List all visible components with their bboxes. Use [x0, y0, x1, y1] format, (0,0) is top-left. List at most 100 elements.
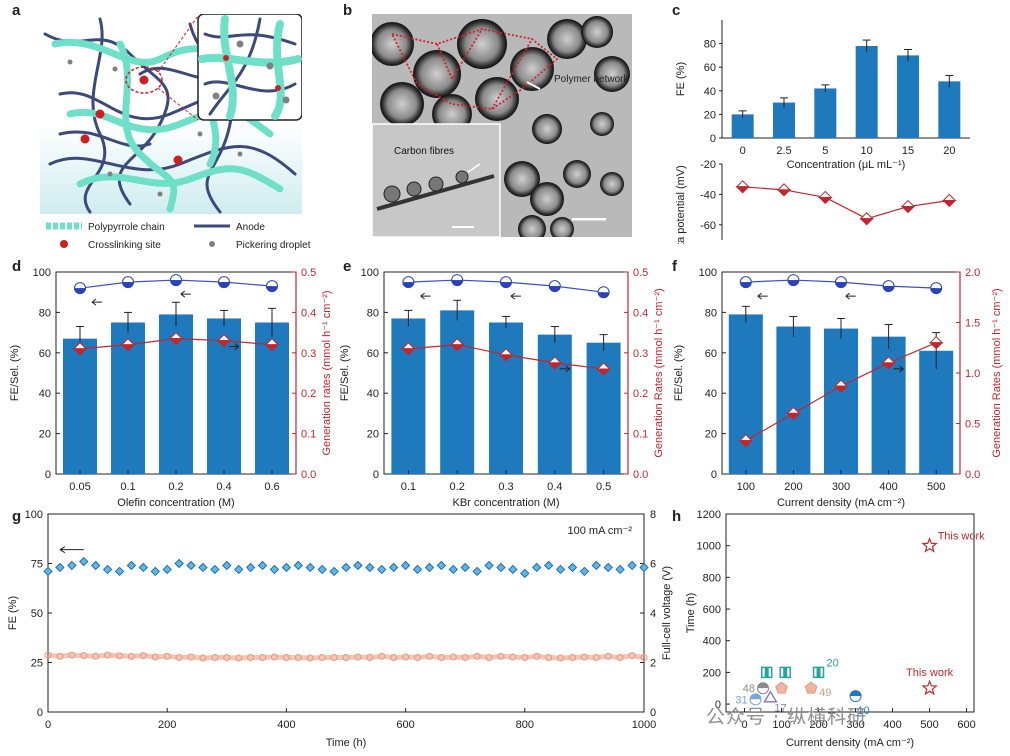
g-ytick-label: 100 [25, 509, 43, 521]
d-rtick-label: 0.3 [301, 348, 316, 360]
c-xlabel: Concentration (μL mL⁻¹) [787, 159, 906, 171]
e-ytick-label: 20 [367, 429, 379, 441]
g-fe-point [412, 564, 423, 575]
g-voltage-point [247, 654, 255, 662]
e-selectivity-point-ring [500, 276, 512, 289]
f-xtick-label: 200 [784, 481, 802, 493]
c-zeta-point-bottom [859, 218, 874, 226]
h-ytick-label: 800 [703, 572, 721, 584]
panel-label-a: a [12, 2, 21, 19]
f-rtick-label: 0.0 [965, 469, 980, 481]
f-selectivity-point-top [930, 282, 942, 289]
h-point-label: 10 [858, 705, 870, 717]
g-voltage-point [449, 653, 457, 661]
chart-d: 0 20 40 60 80 100 0.0 0.1 0.2 0.3 0.4 0.5 FE/Sel. (%… [9, 267, 333, 509]
f-bar [728, 314, 763, 474]
g-fe-point [67, 560, 77, 571]
e-rtick-label: 0.2 [633, 388, 648, 400]
inset-scale-bar [452, 226, 474, 228]
c-zeta-point-top [735, 180, 750, 188]
zoom-inset [197, 14, 302, 121]
f-ytick-label: 40 [705, 388, 717, 400]
e-bar [440, 310, 475, 474]
chart-e: 0 20 40 60 80 100 0.0 0.1 0.2 0.3 0.4 0.5 FE/Sel. (%… [339, 267, 665, 509]
e-left-arrow-icon [420, 292, 431, 300]
c-zeta-point-top [776, 183, 792, 191]
h-point-circle [749, 693, 762, 706]
panel-label-g: g [12, 508, 22, 525]
g-voltage-point [640, 654, 648, 662]
network-schematic [40, 14, 302, 214]
f-rtick-label: 1.5 [965, 318, 980, 330]
e-selectivity-point [548, 280, 561, 293]
g-voltage-point [163, 652, 171, 660]
g-fe-point [603, 562, 613, 573]
g-fe-point [532, 562, 542, 573]
c-ytick-label: 20 [704, 109, 716, 121]
g-voltage-point [199, 654, 207, 662]
h-point-triangle [763, 690, 778, 703]
c-zeta-point [818, 190, 833, 205]
g-fe-point [520, 568, 530, 579]
c-xtick-label: 15 [902, 145, 914, 157]
c-bar [773, 102, 795, 138]
g-fe-point [198, 562, 208, 573]
f-selectivity-point [787, 274, 800, 287]
g-y2tick-label: 2 [650, 658, 656, 670]
g-ytick-label: 50 [31, 608, 43, 620]
g-voltage-point [342, 654, 350, 662]
pointer-arrow-icon [526, 81, 541, 90]
f-rate-point-top [928, 335, 944, 344]
g-fe-point [400, 560, 411, 571]
g-voltage-point [68, 651, 76, 659]
g-voltage-point [270, 653, 278, 661]
e-right-arrow-icon [559, 365, 570, 373]
h-ytick-label: 1200 [697, 509, 721, 521]
e-xtick-label: 0.4 [547, 481, 562, 493]
h-xtick-label: 400 [883, 719, 901, 731]
f-selectivity-point [739, 276, 752, 289]
g-xtick-label: 1000 [632, 719, 656, 731]
d-ytick-label: 60 [39, 348, 51, 360]
g-xtick-label: 800 [516, 719, 534, 731]
e-selectivity-point [500, 276, 512, 289]
d-ytick-label: 0 [45, 469, 51, 481]
f-xlabel: Current density (mA cm⁻²) [777, 497, 905, 509]
g-y2tick-label: 4 [650, 608, 656, 620]
g-voltage-point [390, 654, 398, 662]
g-fe-point [615, 564, 625, 575]
d-ytick-label: 80 [39, 307, 51, 319]
g-voltage-point [187, 653, 195, 661]
g-voltage-point [568, 654, 576, 662]
d-rlabel: Generation rates (mmol h⁻¹ cm⁻²) [321, 290, 333, 455]
d-selectivity-point [218, 276, 230, 289]
h-point-circle-top [750, 693, 762, 700]
h-point-circle-top [757, 682, 769, 689]
g-voltage-point [402, 653, 410, 661]
c-ylabel: FE (%) [675, 62, 687, 96]
d-selectivity-point-bottom [122, 282, 134, 288]
e-xtick-label: 0.3 [498, 481, 513, 493]
f-rtick-label: 2.0 [965, 267, 980, 279]
e-ytick-label: 100 [361, 267, 379, 279]
f-bar [919, 350, 954, 474]
g-fe-point [555, 564, 566, 575]
d-selectivity-point-bottom [218, 282, 230, 288]
f-rate-point [928, 335, 944, 350]
c-y2tick-label: -60 [700, 220, 716, 232]
e-selectivity-point-ring [451, 274, 464, 287]
h-point-star [921, 679, 938, 696]
c-xtick-label: 10 [861, 145, 873, 157]
g-voltage-point [306, 654, 314, 662]
g-voltage-point [628, 652, 636, 660]
c-zeta-point-top [900, 199, 916, 208]
c-xtick-label: 2.5 [776, 145, 791, 157]
g-voltage-point [497, 652, 505, 660]
f-rlabel: Generation Rates (mmol h⁻¹ cm⁻²) [991, 288, 1003, 457]
h-point-label: 49 [819, 687, 831, 699]
g-fe-point [543, 560, 554, 571]
f-rate-point-bottom [738, 440, 754, 448]
d-selectivity-point-bottom [266, 286, 278, 292]
f-rtick-label: 1.0 [965, 368, 980, 380]
g-fe-point [245, 562, 256, 573]
